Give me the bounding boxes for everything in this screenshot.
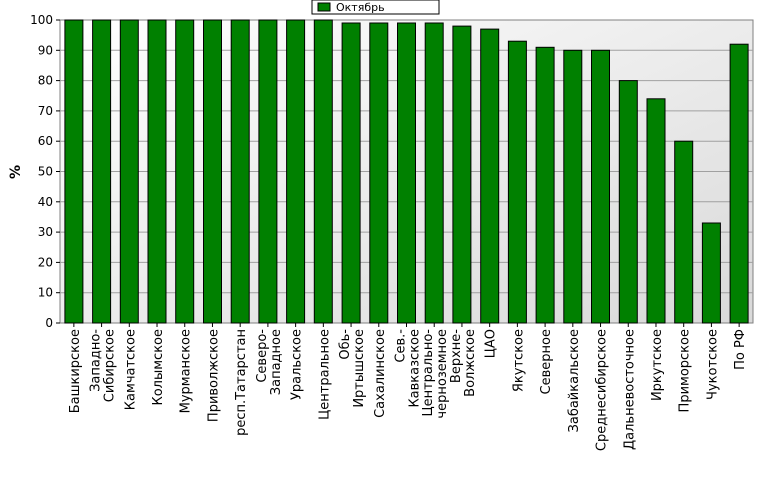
y-tick-label: 80 — [38, 74, 53, 88]
bar — [424, 22, 444, 324]
bar — [618, 80, 638, 324]
x-tick-label: Обь-Иртышское — [338, 329, 367, 408]
bars — [64, 19, 749, 324]
bar — [480, 28, 500, 324]
y-tick-label: 40 — [38, 195, 53, 209]
x-tick-label: Башкирское — [68, 329, 83, 413]
bar — [563, 49, 583, 324]
y-tick-label: 20 — [38, 255, 53, 269]
bar — [646, 98, 666, 324]
x-tick-label: Центрально-черноземное — [421, 329, 450, 419]
y-tick-label: 70 — [38, 104, 53, 118]
y-tick-label: 10 — [38, 286, 53, 300]
bar — [369, 22, 389, 324]
x-tick-label: Забайкальское — [567, 329, 582, 432]
x-tick-label: Чукотское — [705, 329, 720, 400]
bar — [341, 22, 361, 324]
bar — [230, 19, 250, 324]
x-tick-label: Иркутское — [650, 329, 665, 401]
y-tick-label: 90 — [38, 43, 53, 57]
bar — [591, 49, 610, 324]
y-axis: 0 10 20 30 40 50 60 70 80 90 100 — [30, 13, 60, 330]
bar — [452, 25, 472, 324]
bar — [313, 19, 333, 324]
y-tick-label: 100 — [30, 13, 53, 27]
bar — [286, 19, 306, 324]
bar — [64, 19, 84, 324]
x-tick-label: респ.Татарстан — [234, 329, 249, 436]
bar — [92, 19, 112, 324]
x-tick-label: Мурманское — [179, 329, 194, 413]
x-tick-label: Центральное — [317, 329, 332, 420]
x-tick-label: Северо-Западное — [255, 329, 284, 396]
x-tick-label: Западно-Сибирское — [89, 329, 118, 403]
bar — [147, 19, 167, 324]
bar — [701, 222, 721, 324]
x-tick-label: Северное — [539, 329, 554, 394]
bar — [119, 19, 139, 324]
x-tick-label: Камчатское — [123, 329, 138, 410]
bar — [535, 46, 555, 324]
bar — [507, 40, 527, 324]
x-tick-label: Среднесибирское — [595, 329, 610, 451]
x-tick-label: ЦАО — [484, 329, 499, 358]
legend: Октябрь — [311, 0, 440, 15]
bar — [203, 19, 222, 324]
x-tick-label: Дальневосточное — [622, 329, 637, 450]
bar — [729, 43, 749, 324]
bar — [674, 140, 694, 324]
x-tick-label: Приволжское — [207, 329, 222, 422]
x-axis: Башкирское Западно-Сибирское Камчатское Кол… — [68, 323, 748, 451]
bar — [258, 19, 278, 324]
bar — [397, 22, 416, 324]
y-tick-label: 0 — [45, 316, 53, 330]
x-tick-label: Сев.-Кавказское — [394, 329, 423, 408]
y-tick-label: 50 — [38, 165, 53, 179]
x-tick-label: Верхне-Волжское — [449, 329, 478, 397]
x-tick-label: Сахалинское — [373, 329, 388, 418]
legend-swatch — [317, 2, 331, 12]
x-tick-label: Уральское — [290, 329, 305, 400]
x-tick-label: Якутское — [511, 329, 526, 392]
legend-series-name: Октябрь — [336, 1, 385, 14]
bar — [175, 19, 195, 324]
x-tick-label: Приморское — [678, 329, 693, 412]
x-tick-label: По РФ — [733, 329, 748, 370]
y-tick-label: 60 — [38, 134, 53, 148]
y-axis-label: % — [8, 165, 24, 179]
y-tick-label: 30 — [38, 225, 53, 239]
legend-box — [311, 0, 440, 15]
x-tick-label: Колымское — [151, 329, 166, 406]
